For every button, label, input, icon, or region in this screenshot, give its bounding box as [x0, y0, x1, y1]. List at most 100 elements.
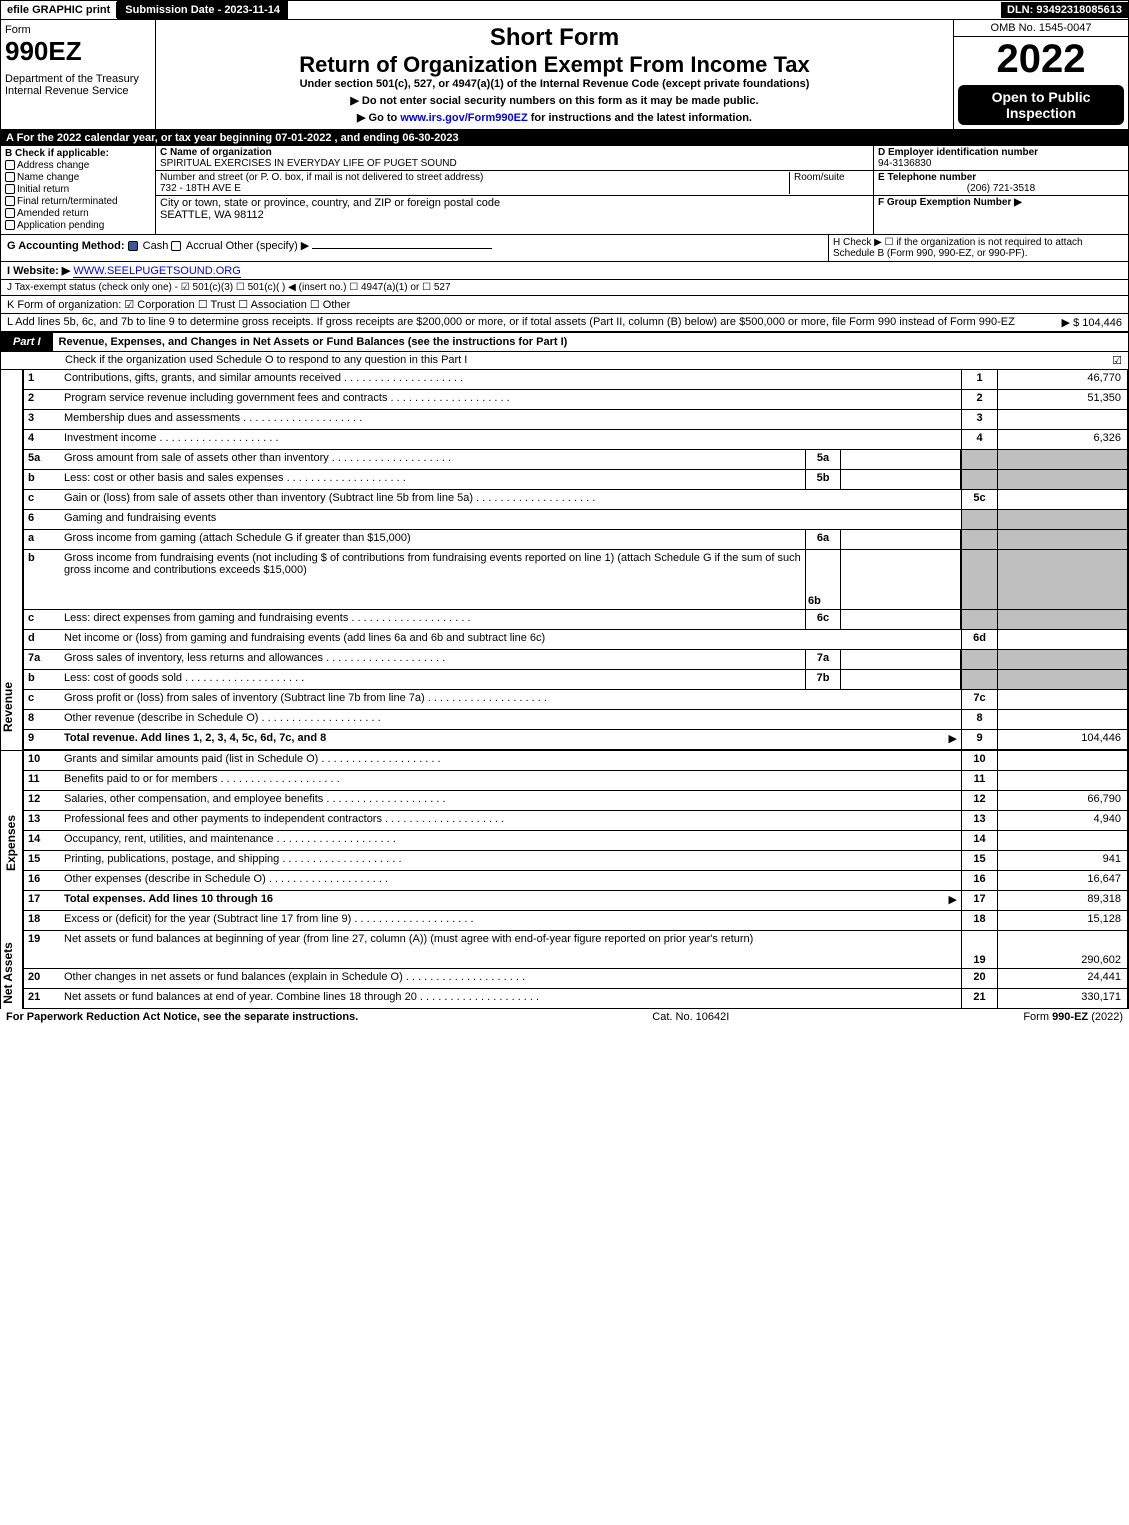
section-def: D Employer identification number94-31368… [873, 146, 1128, 234]
line-4-amt: 6,326 [997, 430, 1127, 449]
line-16-desc: Other expenses (describe in Schedule O) [60, 871, 961, 890]
ein: 94-3136830 [878, 158, 931, 169]
instr-ssn: ▶ Do not enter social security numbers o… [160, 94, 949, 107]
section-l: L Add lines 5b, 6c, and 7b to line 9 to … [0, 314, 1129, 332]
line-1-desc: Contributions, gifts, grants, and simila… [60, 370, 961, 389]
expenses-vert-label: Expenses [1, 751, 23, 911]
check-final-return[interactable]: Final return/terminated [5, 196, 151, 207]
section-a: A For the 2022 calendar year, or tax yea… [0, 130, 1129, 146]
org-info-row: B Check if applicable: Address change Na… [0, 146, 1129, 235]
line-11-desc: Benefits paid to or for members [60, 771, 961, 790]
line-7b-desc: Less: cost of goods sold [60, 670, 805, 689]
submission-date: Submission Date - 2023-11-14 [117, 1, 288, 19]
dept-treasury: Department of the Treasury Internal Reve… [5, 73, 151, 97]
instr-goto: ▶ Go to www.irs.gov/Form990EZ for instru… [160, 111, 949, 124]
check-address-change[interactable]: Address change [5, 160, 151, 171]
street-address: 732 - 18TH AVE E [160, 183, 241, 194]
room-suite: Room/suite [789, 172, 869, 194]
group-exemption: F Group Exemption Number ▶ [878, 197, 1022, 208]
line-8-desc: Other revenue (describe in Schedule O) [60, 710, 961, 729]
org-name: SPIRITUAL EXERCISES IN EVERYDAY LIFE OF … [160, 158, 457, 169]
line-5c-desc: Gain or (loss) from sale of assets other… [60, 490, 961, 509]
form-label: Form [5, 24, 151, 36]
short-form-title: Short Form [160, 24, 949, 52]
line-13-amt: 4,940 [997, 811, 1127, 830]
line-16-amt: 16,647 [997, 871, 1127, 890]
footer-right: Form 990-EZ (2022) [1023, 1011, 1123, 1023]
check-app-pending[interactable]: Application pending [5, 220, 151, 231]
line-7c-desc: Gross profit or (loss) from sales of inv… [60, 690, 961, 709]
line-10-desc: Grants and similar amounts paid (list in… [60, 751, 961, 770]
part1-check-icon: ☑ [1112, 354, 1122, 367]
part1-tab: Part I [1, 333, 53, 351]
revenue-vert-label: Revenue [1, 370, 23, 750]
phone: (206) 721-3518 [878, 183, 1124, 194]
irs-link[interactable]: www.irs.gov/Form990EZ [400, 112, 527, 124]
line-6b-desc: Gross income from fundraising events (no… [60, 550, 805, 609]
section-h: H Check ▶ ☐ if the organization is not r… [828, 235, 1128, 261]
line-9-desc: Total revenue. Add lines 1, 2, 3, 4, 5c,… [60, 730, 961, 749]
check-amended-return[interactable]: Amended return [5, 208, 151, 219]
line-5a-desc: Gross amount from sale of assets other t… [60, 450, 805, 469]
line-7a-desc: Gross sales of inventory, less returns a… [60, 650, 805, 669]
section-b: B Check if applicable: Address change Na… [1, 146, 156, 234]
line-17-amt: 89,318 [997, 891, 1127, 910]
line-19-desc: Net assets or fund balances at beginning… [60, 931, 961, 968]
part1-title: Revenue, Expenses, and Changes in Net As… [53, 334, 574, 350]
cat-no: Cat. No. 10642I [652, 1011, 729, 1023]
under-section: Under section 501(c), 527, or 4947(a)(1)… [160, 78, 949, 90]
line-2-amt: 51,350 [997, 390, 1127, 409]
line-3-amt [997, 410, 1127, 429]
part1-check-row: Check if the organization used Schedule … [0, 352, 1129, 370]
form-header: Form 990EZ Department of the Treasury In… [0, 20, 1129, 130]
line-6c-desc: Less: direct expenses from gaming and fu… [60, 610, 805, 629]
part1-header: Part I Revenue, Expenses, and Changes in… [0, 332, 1129, 352]
line-4-desc: Investment income [60, 430, 961, 449]
section-k: K Form of organization: ☑ Corporation ☐ … [0, 296, 1129, 314]
section-gh: G Accounting Method: Cash Accrual Other … [0, 235, 1129, 262]
line-20-desc: Other changes in net assets or fund bala… [60, 969, 961, 988]
line-21-amt: 330,171 [997, 989, 1127, 1008]
dln: DLN: 93492318085613 [1001, 2, 1128, 18]
check-cash[interactable] [128, 241, 138, 251]
line-6d-desc: Net income or (loss) from gaming and fun… [60, 630, 961, 649]
efile-print[interactable]: efile GRAPHIC print [1, 2, 117, 18]
gross-receipts-amount: ▶ $ 104,446 [1062, 316, 1122, 329]
line-6a-desc: Gross income from gaming (attach Schedul… [60, 530, 805, 549]
line-17-desc: Total expenses. Add lines 10 through 16 … [60, 891, 961, 910]
line-3-desc: Membership dues and assessments [60, 410, 961, 429]
line-14-desc: Occupancy, rent, utilities, and maintena… [60, 831, 961, 850]
line-1-amt: 46,770 [997, 370, 1127, 389]
check-name-change[interactable]: Name change [5, 172, 151, 183]
form-number: 990EZ [5, 36, 151, 67]
tax-year: 2022 [954, 37, 1128, 81]
line-18-desc: Excess or (deficit) for the year (Subtra… [60, 911, 961, 930]
line-2-desc: Program service revenue including govern… [60, 390, 961, 409]
section-c: C Name of organizationSPIRITUAL EXERCISE… [156, 146, 873, 234]
line-15-amt: 941 [997, 851, 1127, 870]
line-20-amt: 24,441 [997, 969, 1127, 988]
netassets-vert-label: Net Assets [1, 911, 23, 1009]
section-j: J Tax-exempt status (check only one) - ☑… [0, 280, 1129, 296]
line-12-desc: Salaries, other compensation, and employ… [60, 791, 961, 810]
check-initial-return[interactable]: Initial return [5, 184, 151, 195]
line-5b-desc: Less: cost or other basis and sales expe… [60, 470, 805, 489]
website-link[interactable]: WWW.SEELPUGETSOUND.ORG [73, 265, 240, 278]
line-9-amt: 104,446 [997, 730, 1127, 749]
line-13-desc: Professional fees and other payments to … [60, 811, 961, 830]
page-footer: For Paperwork Reduction Act Notice, see … [0, 1009, 1129, 1025]
open-public-badge: Open to Public Inspection [958, 85, 1124, 125]
line-21-desc: Net assets or fund balances at end of ye… [60, 989, 961, 1008]
line-6-desc: Gaming and fundraising events [60, 510, 961, 529]
footer-left: For Paperwork Reduction Act Notice, see … [6, 1011, 358, 1023]
return-title: Return of Organization Exempt From Incom… [160, 52, 949, 78]
check-accrual[interactable] [171, 241, 181, 251]
omb-number: OMB No. 1545-0047 [954, 20, 1128, 37]
line-12-amt: 66,790 [997, 791, 1127, 810]
line-18-amt: 15,128 [997, 911, 1127, 930]
line-15-desc: Printing, publications, postage, and shi… [60, 851, 961, 870]
line-19-amt: 290,602 [997, 931, 1127, 968]
top-bar: efile GRAPHIC print Submission Date - 20… [0, 0, 1129, 20]
section-i: I Website: ▶ WWW.SEELPUGETSOUND.ORG [0, 262, 1129, 280]
city-state-zip: SEATTLE, WA 98112 [160, 209, 264, 221]
